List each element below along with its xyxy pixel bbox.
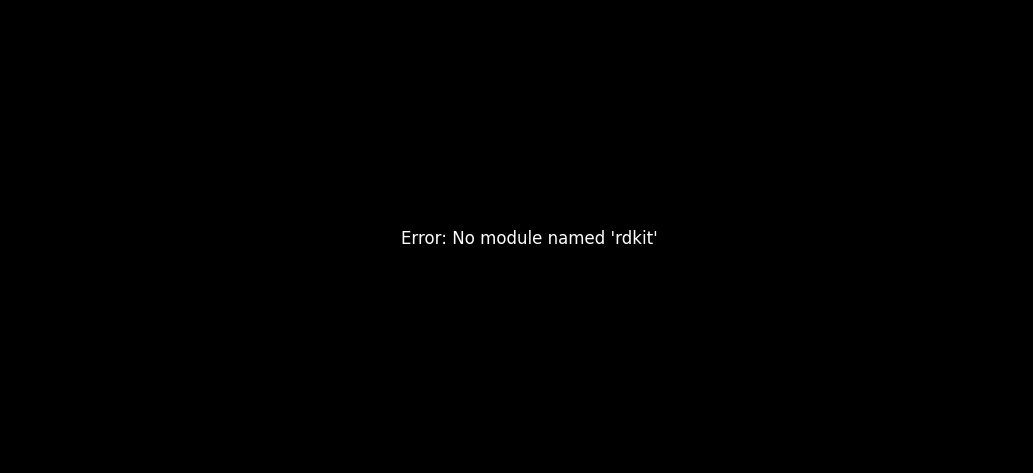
Text: Error: No module named 'rdkit': Error: No module named 'rdkit' [401,230,657,248]
